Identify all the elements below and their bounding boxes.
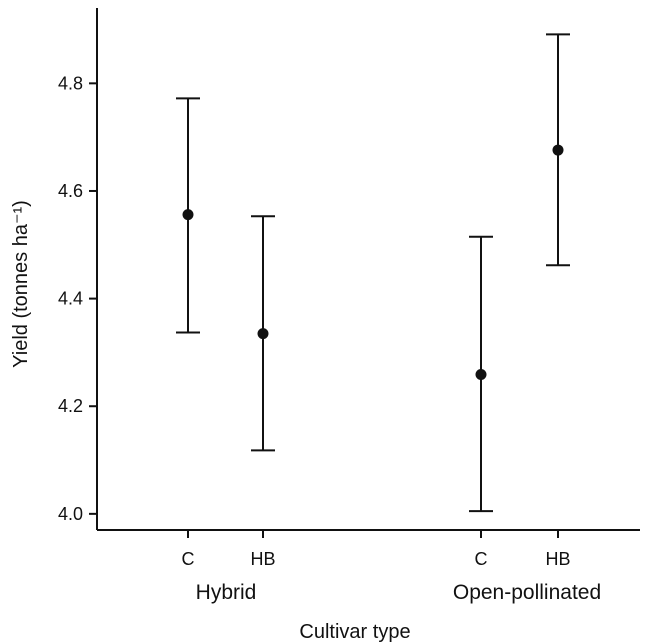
x-tick-label: HB: [545, 549, 570, 569]
data-point: [552, 144, 564, 156]
x-tick-label: C: [475, 549, 488, 569]
plot-marks: [176, 33, 570, 513]
data-point: [182, 209, 194, 221]
y-tick-label: 4.4: [58, 289, 83, 309]
data-point: [475, 368, 487, 380]
x-tick-label: C: [182, 549, 195, 569]
y-tick-label: 4.0: [58, 504, 83, 524]
x-tick-label: HB: [250, 549, 275, 569]
y-tick-label: 4.6: [58, 181, 83, 201]
data-point: [257, 328, 269, 340]
y-axis-title: Yield (tonnes ha⁻¹): [10, 200, 32, 368]
y-tick-label: 4.8: [58, 73, 83, 93]
x-axis-title: Cultivar type: [299, 621, 410, 643]
y-axis: 4.0 4.2 4.4 4.6 4.8: [58, 8, 98, 530]
y-tick-label: 4.2: [58, 396, 83, 416]
group-label: Hybrid: [196, 581, 257, 604]
group-label: Open-pollinated: [453, 581, 601, 604]
